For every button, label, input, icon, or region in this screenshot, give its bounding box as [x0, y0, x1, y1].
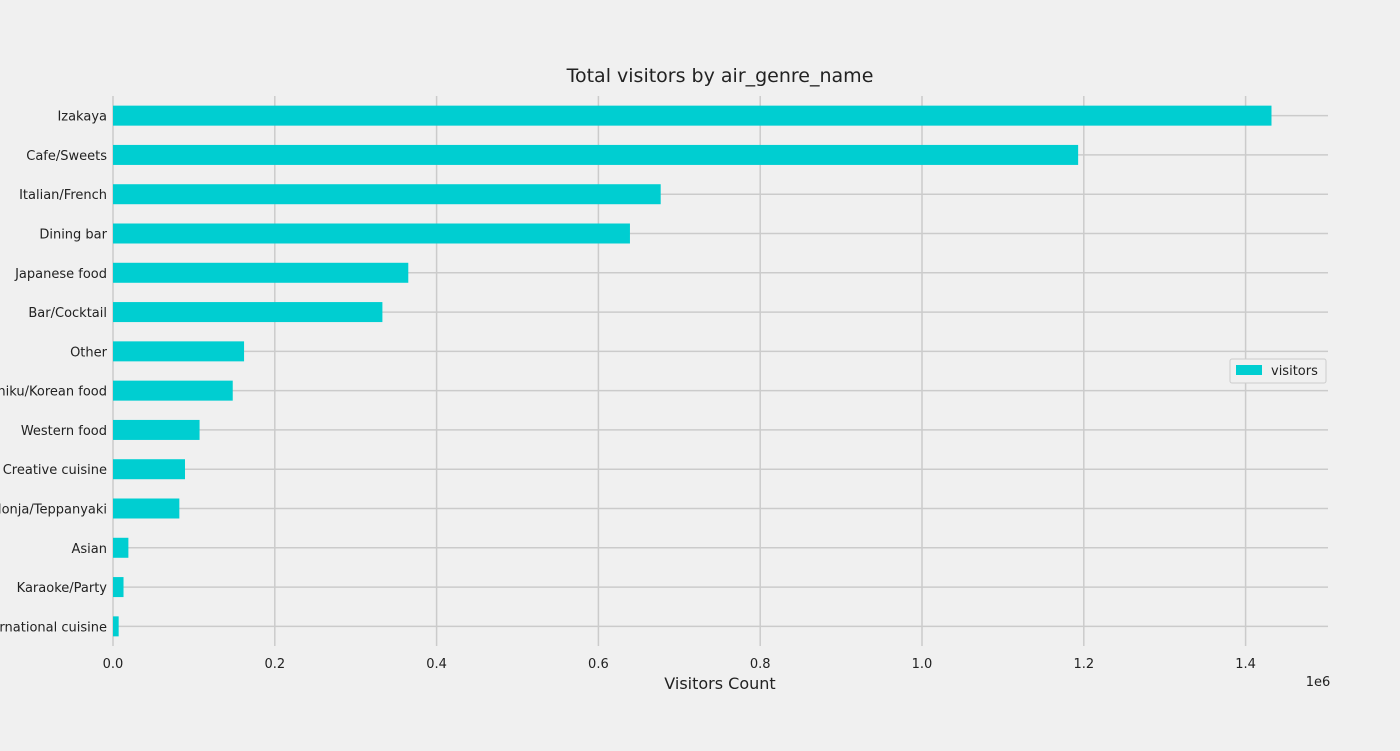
y-tick-label: Dining bar [39, 228, 107, 243]
x-tick-label: 1.4 [1235, 657, 1256, 672]
bar [113, 419, 200, 440]
x-axis-offset-label: 1e6 [1306, 675, 1331, 690]
x-tick-label: 0.2 [264, 657, 285, 672]
x-tick-label: 0.0 [103, 657, 124, 672]
bar [113, 223, 630, 244]
y-tick-label: Bar/Cocktail [28, 306, 107, 321]
bar [113, 105, 1272, 126]
y-tick-label: Western food [21, 424, 107, 439]
bars [113, 105, 1272, 637]
y-tick-label: Asian [72, 542, 107, 557]
x-tick-label: 0.6 [588, 657, 609, 672]
x-tick-labels: 0.0 0.2 0.4 0.6 0.8 1.0 1.2 1.4 [103, 657, 1256, 672]
bar [113, 459, 186, 480]
y-tick-label: Yakiniku/Korean food [0, 385, 107, 400]
bar [113, 262, 409, 283]
legend-label-visitors: visitors [1271, 364, 1318, 379]
grid [112, 96, 1328, 646]
bar [113, 616, 119, 637]
y-tick-label: International cuisine [0, 620, 107, 635]
bar [113, 498, 180, 519]
bar [113, 380, 233, 401]
y-tick-label: Creative cuisine [3, 463, 107, 478]
bar [113, 184, 661, 205]
bar [113, 537, 129, 558]
bar [113, 577, 124, 598]
x-tick-label: 1.0 [912, 657, 933, 672]
x-tick-label: 1.2 [1073, 657, 1094, 672]
y-tick-label: Italian/French [19, 188, 107, 203]
bar [113, 341, 245, 362]
bar [113, 144, 1079, 165]
x-axis-label: Visitors Count [664, 674, 775, 693]
y-tick-label: Cafe/Sweets [26, 149, 107, 164]
legend-swatch [1236, 365, 1262, 375]
legend: visitors [1229, 358, 1327, 384]
bar [113, 302, 383, 323]
chart-title: Total visitors by air_genre_name [566, 65, 874, 87]
y-tick-label: Okonomiyaki/Monja/Teppanyaki [0, 503, 107, 518]
y-tick-label: Karaoke/Party [17, 581, 108, 596]
y-tick-labels: Izakaya Cafe/Sweets Italian/French Dining b… [0, 110, 108, 636]
x-tick-label: 0.4 [426, 657, 447, 672]
x-tick-label: 0.8 [750, 657, 771, 672]
y-tick-label: Other [70, 345, 108, 360]
y-tick-label: Japanese food [14, 267, 107, 282]
y-tick-label: Izakaya [57, 110, 107, 125]
